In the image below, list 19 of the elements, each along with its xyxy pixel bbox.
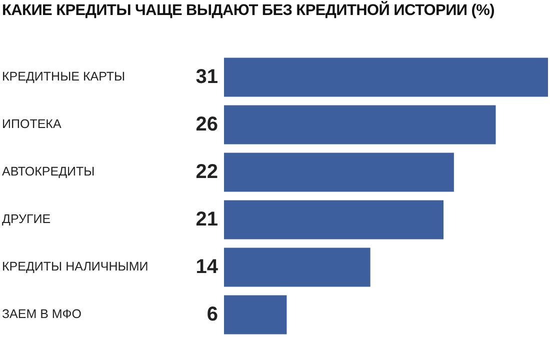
y-tick-label: ИПОТЕКА <box>2 117 62 132</box>
y-tick-label: ЗАЕМ В МФО <box>2 307 82 322</box>
data-label: 22 <box>196 160 218 183</box>
data-label: 21 <box>196 208 218 230</box>
bar <box>224 152 454 192</box>
data-label: 6 <box>206 303 218 326</box>
y-tick-label: КРЕДИТЫ НАЛИЧНЫМИ <box>2 260 148 274</box>
bar <box>224 295 287 334</box>
data-label: 14 <box>196 256 219 278</box>
bar <box>224 58 548 97</box>
bar <box>224 105 496 144</box>
bar <box>224 248 370 287</box>
data-label: 26 <box>196 113 218 136</box>
y-tick-label: АВТОКРЕДИТЫ <box>2 164 95 179</box>
y-tick-label: КРЕДИТНЫЕ КАРТЫ <box>2 70 126 84</box>
bar <box>224 200 444 240</box>
y-tick-label: ДРУГИЕ <box>2 212 51 226</box>
data-label: 31 <box>196 66 218 88</box>
chart-title: КАКИЕ КРЕДИТЫ ЧАЩЕ ВЫДАЮТ БЕЗ КРЕДИТНОЙ ИСТОРИИ (%) <box>2 2 494 20</box>
